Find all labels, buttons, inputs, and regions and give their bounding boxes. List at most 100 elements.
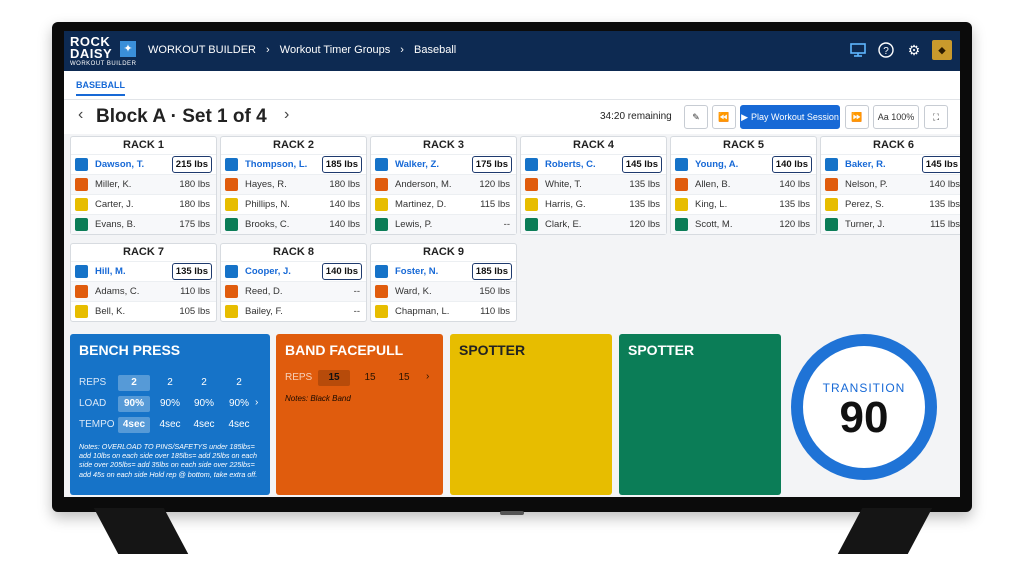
play-session-button[interactable]: ▶ Play Workout Session [740,105,840,129]
svg-text:?: ? [883,46,889,57]
rack-title: RACK 8 [273,246,314,258]
rack-title: RACK 5 [723,139,764,151]
athlete-name: Evans, B. [95,219,136,230]
athlete-weight: 110 lbs [480,306,510,317]
rack-athlete-row[interactable]: Anderson, M. 120 lbs [371,174,516,194]
rack-athlete-row[interactable]: Miller, K. 180 lbs [71,174,216,194]
athlete-name: Bell, K. [95,306,126,317]
rack-card: RACK 1 Dawson, T. 215 lbs Miller, K. 180 lbs… [70,136,217,235]
page-title: Block A · Set 1 of 4 [96,106,267,127]
rack-athlete-row[interactable]: Thompson, L. 185 lbs [221,154,366,174]
rack-athlete-row[interactable]: Allen, B. 140 lbs [671,174,816,194]
athlete-weight: 185 lbs [471,263,512,280]
rack-athlete-row[interactable]: Brooks, C. 140 lbs [221,214,366,234]
forward-button[interactable]: ⏩ [845,105,869,129]
rack-athlete-row[interactable]: Hill, M. 135 lbs [71,261,216,281]
edit-button[interactable]: ✎ [684,105,708,129]
rack-athlete-row[interactable]: Nelson, P. 140 lbs [821,174,960,194]
athlete-weight: 135 lbs [779,199,810,210]
athlete-weight: 145 lbs [621,156,662,173]
group-color-swatch [675,178,688,191]
breadcrumb-baseball[interactable]: Baseball [414,44,457,56]
monitor-icon[interactable] [848,40,868,60]
rack-athlete-row[interactable]: Clark, E. 120 lbs [521,214,666,234]
group-color-swatch [75,265,88,278]
rack-athlete-row[interactable]: Foster, N. 185 lbs [371,261,516,281]
rack-athlete-row[interactable]: Perez, S. 135 lbs [821,194,960,214]
exercise-card-spotter-1[interactable]: SPOTTER [450,334,612,495]
athlete-name: Hayes, R. [245,179,287,190]
athlete-weight: 105 lbs [179,306,210,317]
rack-athlete-row[interactable]: Baker, R. 145 lbs [821,154,960,174]
font-size-button[interactable]: Aa 100% [873,105,919,129]
rack-athlete-row[interactable]: Young, A. 140 lbs [671,154,816,174]
rack-athlete-row[interactable]: Ward, K. 150 lbs [371,281,516,301]
rack-card: RACK 7 Hill, M. 135 lbs Adams, C. 110 lbs Bel… [70,243,217,322]
rack-athlete-row[interactable]: Adams, C. 110 lbs [71,281,216,301]
gear-icon[interactable]: ⚙ [907,41,921,58]
session-header: ‹ Block A · Set 1 of 4 › 34:20 remaining… [64,100,960,134]
rack-athlete-row[interactable]: Dawson, T. 215 lbs [71,154,216,174]
rack-athlete-row[interactable]: White, T. 135 lbs [521,174,666,194]
rack-athlete-row[interactable]: King, L. 135 lbs [671,194,816,214]
rack-athlete-row[interactable]: Harris, G. 135 lbs [521,194,666,214]
fullscreen-button[interactable]: ⛶ [924,105,948,129]
athlete-name: Brooks, C. [245,219,290,230]
rack-athlete-row[interactable]: Cooper, J. 140 lbs [221,261,366,281]
rack-card: RACK 9 Foster, N. 185 lbs Ward, K. 150 lbs Ch… [370,243,517,322]
prev-set-button[interactable]: ‹ [78,106,84,123]
exercise-card-bench-press[interactable]: BENCH PRESS REPS 2 2 2 2 LOAD 90% 90% 90… [70,334,270,495]
athlete-name: Hill, M. [95,266,126,277]
group-color-swatch [675,198,688,211]
rack-athlete-row[interactable]: Carter, J. 180 lbs [71,194,216,214]
exercise-card-band-facepull[interactable]: BAND FACEPULL REPS 15 15 15 › Notes: Bla… [276,334,443,495]
rack-athlete-row[interactable]: Chapman, L. 110 lbs [371,301,516,321]
rack-athlete-row[interactable]: Roberts, C. 145 lbs [521,154,666,174]
athlete-weight: 120 lbs [479,179,510,190]
rack-athlete-row[interactable]: Lewis, P. -- [371,214,516,234]
athlete-name: Thompson, L. [245,159,308,170]
rack-athlete-row[interactable]: Martinez, D. 115 lbs [371,194,516,214]
rack-athlete-row[interactable]: Scott, M. 120 lbs [671,214,816,234]
athlete-weight: 115 lbs [930,219,960,230]
athlete-weight: 140 lbs [771,156,812,173]
chevron-right-icon[interactable]: › [426,371,430,382]
athlete-name: Scott, M. [695,219,733,230]
avatar[interactable]: ◆ [932,40,952,60]
group-color-swatch [375,305,388,318]
exercise-title: BAND FACEPULL [285,342,404,358]
athlete-weight: 135 lbs [171,263,212,280]
rack-athlete-row[interactable]: Hayes, R. 180 lbs [221,174,366,194]
athlete-name: Baker, R. [845,159,886,170]
breadcrumb-timer-groups[interactable]: Workout Timer Groups [279,44,391,56]
athlete-name: Adams, C. [95,286,140,297]
rack-athlete-row[interactable]: Bell, K. 105 lbs [71,301,216,321]
chevron-right-icon[interactable]: › [255,397,259,408]
rack-athlete-row[interactable]: Turner, J. 115 lbs [821,214,960,234]
help-icon[interactable]: ? [876,40,896,60]
athlete-name: Walker, Z. [395,159,439,170]
next-set-button[interactable]: › [284,106,290,123]
athlete-weight: 150 lbs [479,286,510,297]
athlete-weight: -- [353,306,360,317]
reps-value: 15 [398,372,410,383]
athlete-weight: 120 lbs [629,219,660,230]
rack-title: RACK 9 [423,246,464,258]
rack-athlete-row[interactable]: Evans, B. 175 lbs [71,214,216,234]
group-color-swatch [225,158,238,171]
exercise-card-spotter-2[interactable]: SPOTTER [619,334,781,495]
rack-athlete-row[interactable]: Bailey, F. -- [221,301,366,321]
rack-title: RACK 3 [423,139,464,151]
athlete-weight: 180 lbs [179,179,210,190]
rewind-button[interactable]: ⏪ [712,105,736,129]
exercise-title: SPOTTER [459,342,526,358]
breadcrumb-workout-builder[interactable]: WORKOUT BUILDER [148,44,256,56]
logo-text-rock: ROCK [70,34,111,49]
rack-athlete-row[interactable]: Phillips, N. 140 lbs [221,194,366,214]
group-color-swatch [525,158,538,171]
app-logo[interactable]: ROCK DAISY WORKOUT BUILDER ✦ [70,34,140,67]
rack-athlete-row[interactable]: Walker, Z. 175 lbs [371,154,516,174]
tab-baseball[interactable]: BASEBALL [76,80,125,96]
rack-athlete-row[interactable]: Reed, D. -- [221,281,366,301]
athlete-name: Phillips, N. [245,199,290,210]
